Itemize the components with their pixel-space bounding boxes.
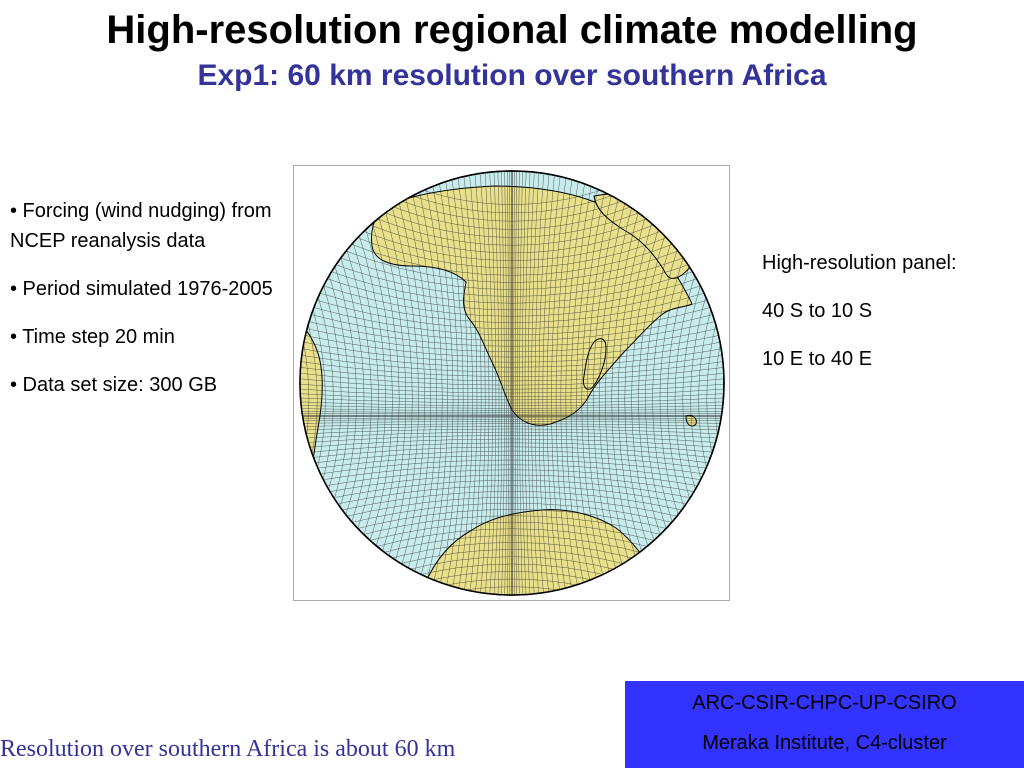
panel-heading: High-resolution panel: (762, 252, 957, 274)
credit-line-2: Meraka Institute, C4-cluster (702, 732, 947, 754)
credit-box: ARC-CSIR-CHPC-UP-CSIRO Meraka Institute,… (625, 681, 1024, 768)
bullet-item: • Period simulated 1976-2005 (10, 278, 273, 300)
globe-grid-map (299, 170, 725, 596)
bullet-item: • Time step 20 min (10, 326, 175, 348)
panel-note: High-resolution panel: 40 S to 10 S 10 E… (762, 248, 962, 392)
bullet-list: • Forcing (wind nudging) from NCEP reana… (10, 196, 285, 418)
globe-figure (293, 165, 730, 601)
footer-caption: Resolution over southern Africa is about… (0, 736, 456, 762)
credit-line-1: ARC-CSIR-CHPC-UP-CSIRO (692, 692, 957, 714)
slide-subtitle: Exp1: 60 km resolution over southern Afr… (197, 59, 827, 92)
panel-lat-range: 40 S to 10 S (762, 300, 873, 322)
land-madagascar (583, 338, 607, 390)
bullet-item: • Data set size: 300 GB (10, 374, 218, 396)
panel-lon-range: 10 E to 40 E (762, 348, 873, 370)
slide-title: High-resolution regional climate modelli… (106, 8, 918, 52)
bullet-item: • Forcing (wind nudging) from NCEP reana… (10, 200, 272, 252)
